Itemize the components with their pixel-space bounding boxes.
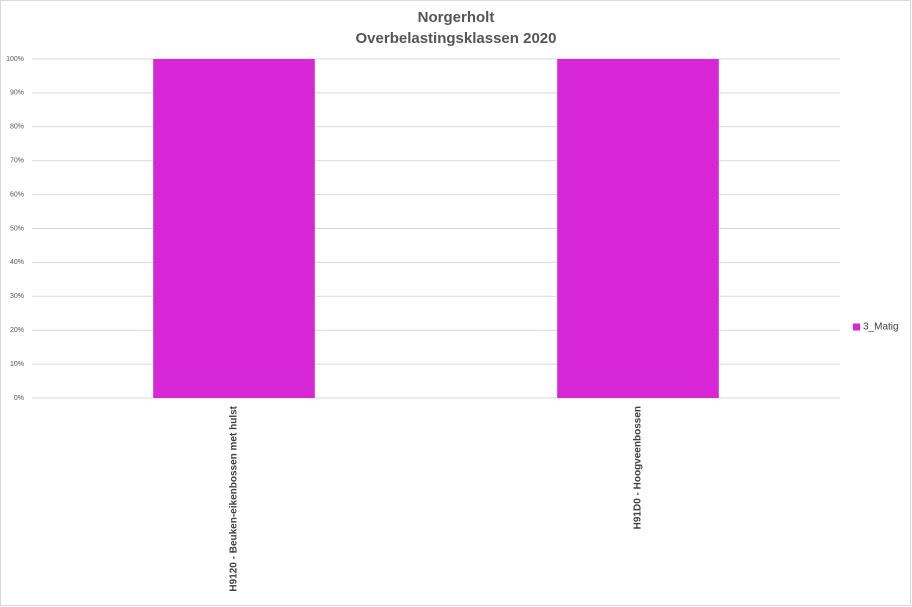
y-tick-label: 40%: [10, 259, 24, 266]
y-tick-label: 50%: [10, 225, 24, 232]
x-tick-label: H91D0 - Hoogveenbossen: [633, 406, 644, 529]
chart-subtitle: Overbelastingsklassen 2020: [356, 30, 557, 47]
x-tick-label: H9120 - Beuken-eikenbossen met hulst: [229, 405, 240, 591]
bar: [153, 59, 315, 398]
y-tick-label: 80%: [10, 124, 24, 131]
bar: [557, 59, 719, 398]
y-tick-label: 60%: [10, 191, 24, 198]
y-tick-label: 20%: [10, 327, 24, 334]
y-tick-label: 30%: [10, 293, 24, 300]
legend-label: 3_Matig: [863, 322, 899, 333]
y-tick-label: 10%: [10, 361, 24, 368]
legend-swatch: [853, 323, 860, 331]
chart-title: Norgerholt: [418, 9, 495, 26]
y-tick-label: 90%: [10, 90, 24, 97]
y-tick-label: 70%: [10, 158, 24, 165]
y-tick-label: 0%: [14, 395, 24, 402]
y-tick-label: 100%: [6, 56, 24, 63]
